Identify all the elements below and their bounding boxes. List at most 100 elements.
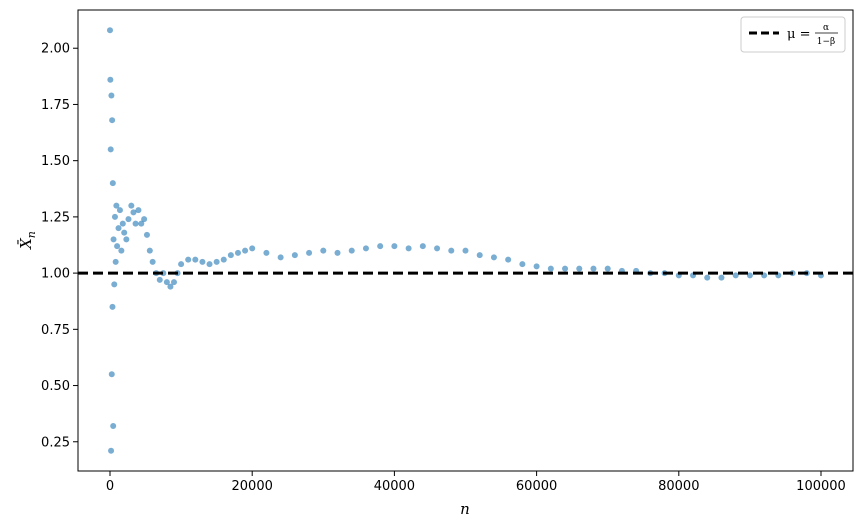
scatter-points: [106, 27, 825, 454]
data-point: [704, 274, 711, 281]
data-point: [206, 261, 213, 268]
x-axis-ticks: 0 20000 40000 60000 80000 100000: [106, 471, 846, 494]
x-tick-label: 20000: [232, 479, 273, 494]
data-point: [149, 258, 156, 265]
legend-label-lhs: μ =: [787, 27, 810, 42]
data-point: [113, 202, 120, 209]
data-point: [115, 225, 122, 232]
data-point: [143, 231, 150, 238]
data-point: [112, 258, 119, 265]
data-point: [125, 216, 132, 223]
data-point: [242, 247, 249, 254]
legend-box: [740, 16, 846, 53]
data-point: [130, 209, 137, 216]
data-point: [405, 245, 412, 252]
data-point: [163, 279, 170, 286]
data-point: [123, 236, 130, 243]
data-point: [419, 243, 426, 250]
data-point: [110, 423, 117, 430]
data-point: [277, 254, 284, 261]
data-point: [434, 245, 441, 252]
x-tick-label: 40000: [374, 479, 415, 494]
data-point: [109, 117, 116, 124]
data-point: [185, 256, 192, 263]
data-point: [234, 249, 241, 256]
data-point: [109, 303, 116, 310]
y-tick-label: 1.50: [41, 154, 70, 169]
data-point: [156, 276, 163, 283]
data-point: [135, 207, 142, 214]
data-point: [110, 236, 117, 243]
plot-frame: [77, 9, 854, 472]
data-point: [132, 220, 139, 227]
x-tick-label: 100000: [796, 479, 846, 494]
data-point: [576, 265, 583, 272]
data-point: [362, 245, 369, 252]
data-point: [348, 247, 355, 254]
data-point: [562, 265, 569, 272]
data-point: [505, 256, 512, 263]
x-axis-label: n: [460, 500, 470, 518]
data-point: [320, 247, 327, 254]
y-axis-label-subscript: n: [25, 231, 38, 238]
data-point: [490, 254, 497, 261]
data-point: [590, 265, 597, 272]
data-point: [732, 272, 739, 279]
data-point: [121, 229, 128, 236]
data-point: [476, 252, 483, 259]
data-point: [167, 283, 174, 290]
data-point: [192, 256, 199, 263]
data-point: [107, 76, 114, 83]
y-tick-label: 2.00: [41, 42, 70, 57]
data-point: [199, 258, 206, 265]
data-point: [108, 447, 115, 454]
data-point: [462, 247, 469, 254]
data-point: [111, 213, 118, 220]
y-axis-label: X̄: [17, 237, 35, 250]
data-point: [138, 220, 145, 227]
legend-label-denominator: 1−β: [817, 37, 835, 47]
data-point: [291, 252, 298, 259]
data-point: [306, 249, 313, 256]
data-point: [604, 265, 611, 272]
data-point: [108, 92, 115, 99]
data-point: [114, 243, 121, 250]
data-point: [106, 27, 113, 34]
y-tick-label: 1.00: [41, 267, 70, 282]
x-tick-label: 60000: [516, 479, 557, 494]
data-point: [547, 265, 554, 272]
data-point: [141, 216, 148, 223]
data-point: [391, 243, 398, 250]
data-point: [118, 247, 125, 254]
data-point: [377, 243, 384, 250]
legend-label-numerator: α: [823, 23, 829, 33]
y-tick-label: 0.50: [41, 379, 70, 394]
plot-area: [78, 10, 853, 471]
data-point: [519, 261, 526, 268]
y-tick-label: 1.75: [41, 98, 70, 113]
data-point: [119, 220, 126, 227]
y-tick-label: 0.25: [41, 435, 70, 450]
x-tick-label: 0: [106, 479, 114, 494]
data-point: [334, 249, 341, 256]
x-tick-label: 80000: [658, 479, 699, 494]
data-point: [213, 258, 220, 265]
data-point: [128, 202, 135, 209]
y-tick-label: 0.75: [41, 323, 70, 338]
data-point: [718, 274, 725, 281]
y-axis-ticks: 0.25 0.50 0.75 1.00 1.25 1.50 1.75 2.00: [41, 42, 78, 450]
data-point: [109, 180, 116, 187]
y-tick-label: 1.25: [41, 210, 70, 225]
data-point: [533, 263, 540, 270]
data-point: [263, 249, 270, 256]
data-point: [227, 252, 234, 259]
data-point: [108, 371, 115, 378]
data-point: [178, 261, 185, 268]
data-point: [249, 245, 256, 252]
data-point: [116, 207, 123, 214]
y-axis-label-group: X̄n: [17, 231, 38, 250]
data-point: [170, 279, 177, 286]
data-point: [220, 256, 227, 263]
data-point: [448, 247, 455, 254]
